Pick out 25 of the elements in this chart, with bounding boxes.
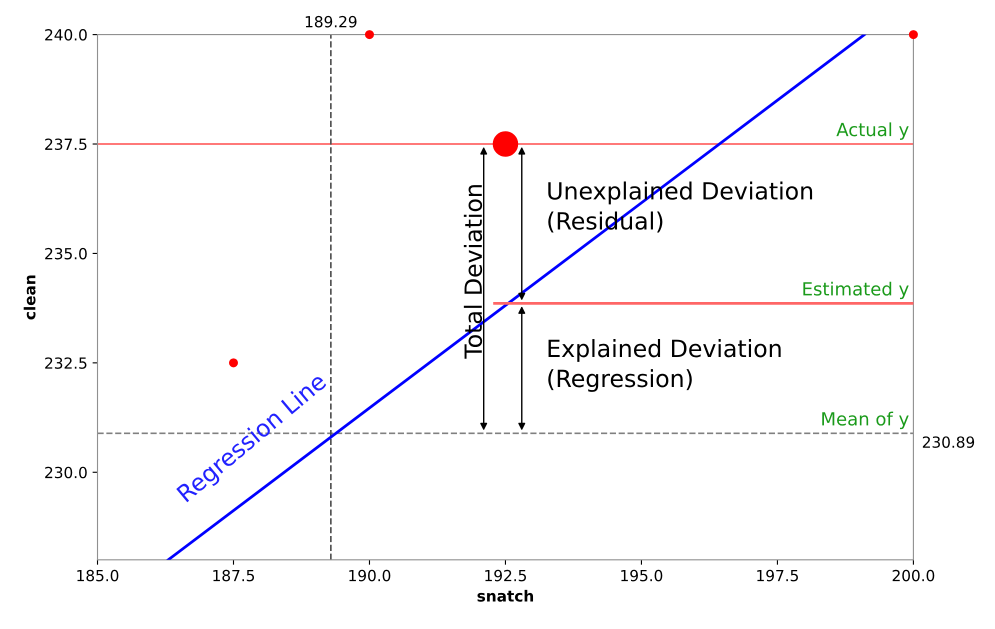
annotation: Estimated y	[803, 282, 909, 300]
x-tick-label: 192.5	[485, 570, 526, 582]
point	[492, 131, 518, 157]
point	[228, 358, 238, 368]
y-tick-label: 232.5	[45, 357, 86, 369]
x-tick-label: 197.5	[757, 570, 798, 582]
y-axis-title: clean	[24, 275, 36, 320]
x-tick-label: 200.0	[892, 570, 934, 582]
y-tick-label: 240.0	[45, 29, 87, 41]
x-tick-label: 190.0	[349, 570, 390, 582]
y-tick-label: 235.0	[45, 248, 87, 260]
x-axis-title: snatch	[477, 590, 534, 602]
annotation: Actual y	[836, 122, 909, 140]
ref-line-label: 230.89	[922, 436, 974, 448]
annotation: Mean of y	[822, 412, 909, 430]
x-tick-label: 195.0	[621, 570, 662, 582]
point	[364, 30, 374, 40]
x-tick-label: 185.0	[77, 570, 118, 582]
x-tick-label: 187.5	[213, 570, 254, 582]
annotation: Total Deviation	[464, 185, 482, 359]
y-tick-label: 237.5	[45, 138, 86, 150]
ref-line-label: 189.29	[306, 16, 357, 28]
y-tick-label: 230.0	[45, 466, 87, 478]
annotation: Explained Deviation (Regression)	[548, 339, 781, 392]
point	[908, 30, 918, 40]
